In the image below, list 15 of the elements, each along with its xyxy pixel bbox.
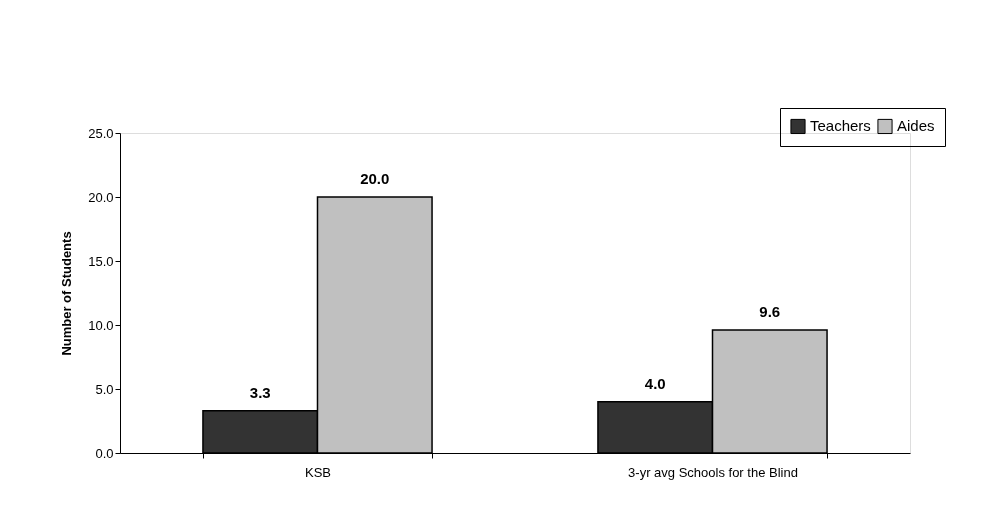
y-tick-label: 5.0 xyxy=(95,381,114,397)
y-axis-title: Number of Students xyxy=(59,231,75,356)
data-label: 9.6 xyxy=(759,303,781,321)
legend-label: Teachers xyxy=(810,117,871,135)
y-tick-label: 25.0 xyxy=(88,125,114,141)
data-label: 4.0 xyxy=(644,374,666,392)
y-tick-label: 15.0 xyxy=(88,253,114,269)
y-tick-label: 10.0 xyxy=(88,317,114,333)
data-label: 3.3 xyxy=(249,383,271,401)
data-label: 20.0 xyxy=(360,170,390,187)
y-tick-label: 0.0 xyxy=(95,445,114,461)
legend-label: Aides xyxy=(897,117,935,135)
x-tick-label: 3-yr avg Schools for the Blind xyxy=(628,464,798,480)
y-tick-label: 20.0 xyxy=(88,189,114,205)
x-tick-label: KSB xyxy=(304,464,332,480)
